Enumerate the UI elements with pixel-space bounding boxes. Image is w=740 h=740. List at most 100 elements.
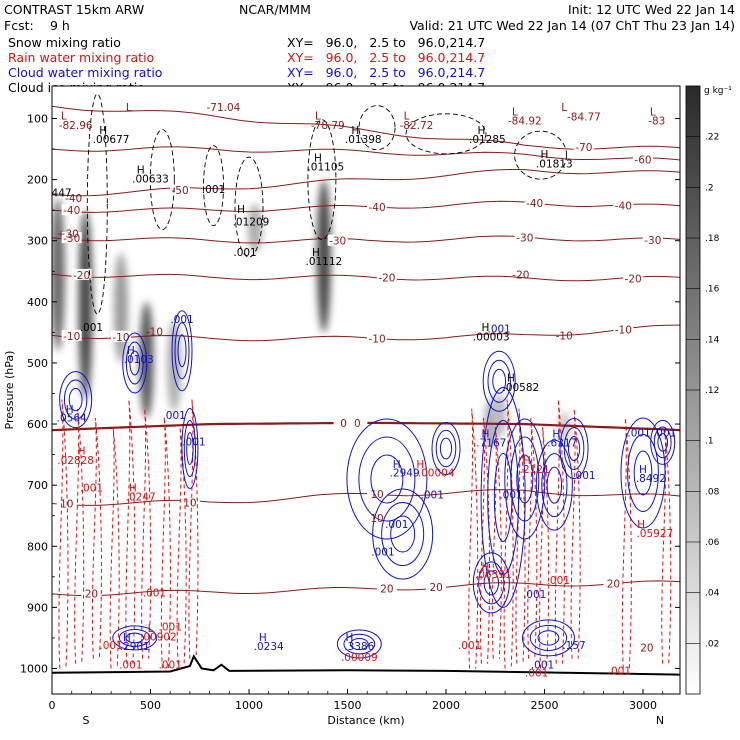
contour-annotation: .00902 (140, 631, 177, 643)
rain-contour (503, 399, 514, 669)
cloud-water-contour (122, 332, 148, 394)
center-title: NCAR/MMM (239, 2, 311, 17)
rain-contour (74, 408, 85, 664)
contour-annotation: .001 (170, 314, 193, 326)
snow-core (247, 204, 262, 253)
y-tick-label: 100 (27, 113, 48, 126)
cloud-water-contour (431, 421, 461, 475)
y-tick-label: 200 (27, 174, 48, 187)
y-tick-label: 400 (27, 296, 48, 309)
rain-contour (554, 399, 565, 664)
ice-contour (405, 113, 487, 155)
contour-annotation: .001 (421, 490, 444, 502)
contour-annotation: .00004 (418, 468, 455, 480)
cloud-water-contour (125, 632, 145, 644)
contour-annotation: .06391 (475, 569, 512, 581)
snow-core (167, 320, 182, 412)
isotherm-label-bg (333, 417, 354, 429)
isotherm-label: 0 (354, 418, 361, 430)
fcst-label: Fcst: (4, 18, 34, 33)
contour-annotation: .8492 (636, 473, 666, 485)
cloud-water-contour (350, 637, 369, 651)
colorbar-tick-label: .12 (705, 386, 719, 396)
contour-annotation: .0564 (57, 413, 87, 425)
isotherm-label: -30 (329, 236, 346, 248)
isotherm-label-bg (524, 197, 545, 209)
cloud-water-contour (492, 368, 507, 394)
isotherm-line (52, 169, 680, 197)
isotherm-label-bg (367, 332, 388, 344)
cloud-water-contour (567, 435, 581, 461)
contour-annotation: H (637, 519, 645, 531)
isotherm-label: -30 (63, 233, 80, 245)
isotherm-label-bg (170, 183, 191, 195)
isotherm-label-bg (514, 231, 535, 243)
colorbar-tick-label: .06 (705, 538, 720, 548)
isotherm-label-bg (179, 496, 200, 508)
y-tick-label: 700 (27, 479, 48, 492)
contour-annotation: -10 (556, 331, 573, 343)
isotherm-label: -10 (368, 333, 385, 345)
cloud-water-contour (112, 625, 158, 651)
contour-annotation: .001 (182, 436, 205, 448)
contour-annotation: H (66, 404, 74, 416)
field-name-snow: Snow mixing ratio (8, 35, 121, 50)
contour-annotation: -82.96 (59, 120, 93, 132)
cloud-water-contour (516, 454, 534, 504)
contour-annotation: .001 (525, 667, 548, 679)
cloud-water-contour (535, 439, 573, 531)
cloud-water-contour (370, 454, 404, 504)
contour-annotation: -71.04 (206, 102, 240, 114)
contour-annotation: -10 (146, 326, 163, 338)
isotherm-label: -40 (368, 202, 385, 214)
rain-contour (109, 427, 120, 669)
field-xy-cloud-water: XY= 96.0, 2.5 to 96.0,214.7 (287, 65, 485, 80)
isotherm-label-bg (61, 329, 82, 341)
y-tick-label: 300 (27, 235, 48, 248)
fcst-value: 9 h (50, 18, 70, 33)
contour-annotation: H (481, 428, 489, 440)
x-end-north: N (656, 714, 664, 727)
x-tick-label: 500 (140, 699, 161, 712)
y-axis-label: Pressure (hPa) (3, 351, 16, 430)
isotherm-line (52, 146, 680, 161)
isotherm-label-bg (367, 488, 388, 500)
rain-contour (515, 408, 526, 664)
contour-annotation: .05927 (636, 528, 673, 540)
cloud-water-contour (510, 436, 540, 522)
contour-annotation: .0247 (126, 491, 156, 503)
contour-annotation: H (393, 459, 401, 471)
model-title: CONTRAST 15km ARW (4, 2, 144, 17)
contour-annotation: -78.79 (311, 120, 345, 132)
init-time: Init: 12 UTC Wed 22 Jan 14 (568, 2, 735, 17)
isotherm-label-bg (623, 272, 644, 284)
isotherm-label: -60 (634, 155, 651, 167)
contour-annotation: H (351, 125, 359, 137)
isotherm-label: 20 (607, 578, 620, 590)
contour-annotation: H (481, 562, 489, 574)
contour-annotation: .6317 (547, 438, 577, 450)
isotherm-layer: -70-60-50-40 -40 -40 -40-30 -30 -30 -30-20 -20-… (52, 105, 680, 600)
field-xy-rain: XY= 96.0, 2.5 to 96.0,214.7 (287, 50, 485, 65)
contour-annotation: .001 (99, 640, 122, 652)
colorbar-tick-label: .18 (705, 234, 720, 244)
field-name-rain: Rain water mixing ratio (8, 50, 154, 65)
isotherm-line (52, 580, 680, 597)
isotherm-label: -70 (575, 142, 592, 154)
rain-contour (188, 399, 199, 659)
isotherm-line (52, 273, 680, 282)
contour-annotation: L (512, 106, 518, 118)
valid-time: Valid: 21 UTC Wed 22 Jan 14 (07 ChT Thu … (409, 18, 735, 33)
cloud-water-contour (537, 630, 560, 646)
contour-annotation: .001 (499, 490, 522, 502)
isotherm-line (52, 235, 680, 244)
contour-annotation: .01209 (233, 216, 270, 228)
ice-contour (307, 119, 337, 241)
contour-annotation: H (127, 345, 135, 357)
isotherm-label: -50 (171, 185, 188, 197)
contour-annotation: .001 (371, 546, 394, 558)
contour-annotation: H (137, 164, 145, 176)
isotherm-label-bg (642, 234, 663, 246)
contour-annotation: .0234 (254, 641, 284, 653)
